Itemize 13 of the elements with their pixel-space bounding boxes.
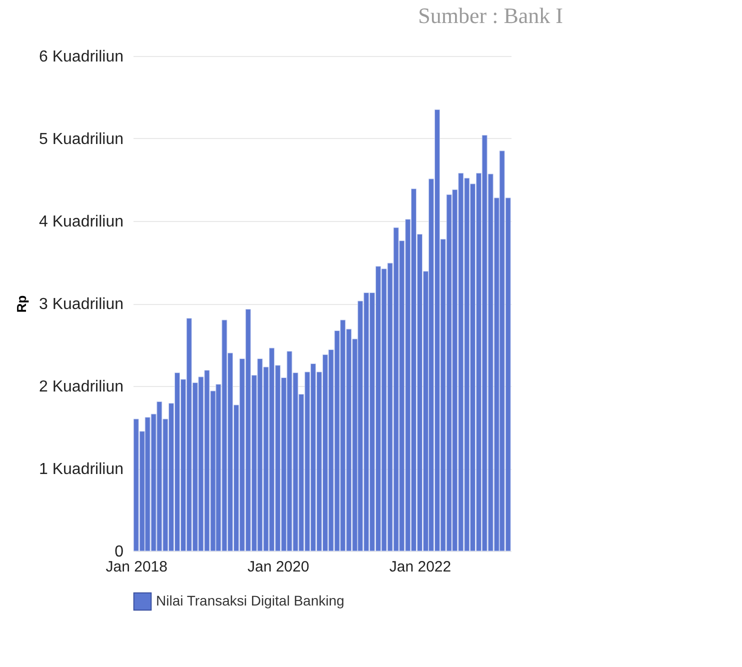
legend-label: Nilai Transaksi Digital Banking xyxy=(156,592,344,608)
y-tick-label: 3 Kuadriliun xyxy=(39,296,124,313)
text: Sumber : Bank I xyxy=(418,3,563,28)
y-tick-label: 1 Kuadriliun xyxy=(39,461,124,478)
y-tick-label: 6 Kuadriliun xyxy=(39,48,124,66)
y-tick-label: 5 Kuadriliun xyxy=(39,131,124,148)
y-axis-title: Rp xyxy=(14,295,29,313)
x-tick-label: Jan 2018 xyxy=(106,558,168,576)
x-tick-label: Jan 2020 xyxy=(247,558,310,576)
y-tick-label: 0 xyxy=(114,544,124,560)
y-tick-label: 2 Kuadriliun xyxy=(39,378,124,396)
x-tick-label: Jan 2022 xyxy=(389,558,452,576)
y-tick-label: 4 Kuadriliun xyxy=(39,214,124,230)
